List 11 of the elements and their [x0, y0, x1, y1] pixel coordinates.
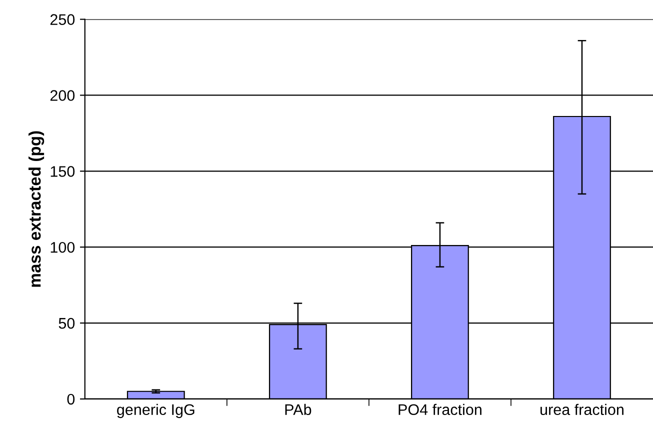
x-tick-label: urea fraction [540, 404, 624, 416]
y-tick-label: 0 [67, 394, 75, 405]
y-tick-label: 150 [50, 166, 75, 177]
x-tick-label: PAb [285, 404, 312, 416]
y-tick-label: 50 [58, 318, 75, 329]
y-axis-title: mass extracted (pg) [28, 131, 44, 287]
y-tick-label: 100 [50, 242, 75, 253]
y-tick-label: 250 [50, 14, 75, 25]
x-tick-label: generic IgG [117, 404, 194, 418]
x-tick-label: PO4 fraction [398, 404, 482, 416]
y-tick-label: 200 [50, 90, 75, 101]
